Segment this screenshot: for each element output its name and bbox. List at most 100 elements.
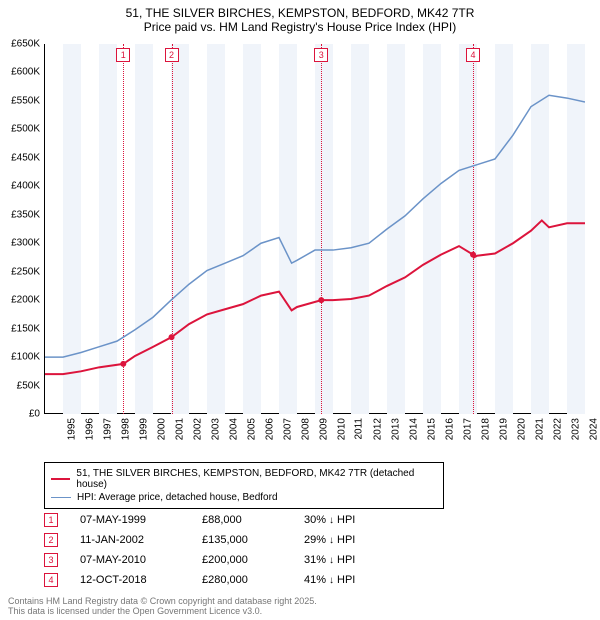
transaction-marker-box: 4 (466, 48, 480, 62)
legend-row: 51, THE SILVER BIRCHES, KEMPSTON, BEDFOR… (51, 467, 437, 491)
x-tick-label: 2011 (354, 418, 365, 440)
legend-swatch (51, 478, 70, 480)
transaction-date: 11-JAN-2002 (80, 534, 180, 546)
x-tick-label: 2006 (264, 418, 275, 440)
transaction-diff-hpi: HPI (337, 514, 355, 526)
transaction-diff-hpi: HPI (337, 554, 355, 566)
transaction-row: 3 07-MAY-2010 £200,000 31%↓HPI (44, 550, 568, 570)
transactions-table: 107-MAY-1999£88,00030%↓HPI211-JAN-2002£1… (44, 510, 568, 590)
title-line-1: 51, THE SILVER BIRCHES, KEMPSTON, BEDFOR… (8, 6, 592, 20)
title-block: 51, THE SILVER BIRCHES, KEMPSTON, BEDFOR… (0, 0, 600, 36)
transaction-index: 3 (44, 553, 58, 567)
y-tick-label: £650K (11, 39, 40, 50)
plot-svg (45, 44, 585, 414)
transaction-price: £135,000 (202, 534, 282, 546)
arrow-down-icon: ↓ (329, 555, 334, 566)
x-tick-label: 2014 (408, 418, 419, 440)
page: 51, THE SILVER BIRCHES, KEMPSTON, BEDFOR… (0, 0, 600, 620)
x-tick-label: 2001 (174, 418, 185, 440)
y-tick-label: £100K (11, 352, 40, 363)
transaction-diff-pct: 31% (304, 554, 326, 566)
y-axis-ticks: £0£50K£100K£150K£200K£250K£300K£350K£400… (0, 44, 42, 414)
y-tick-label: £450K (11, 152, 40, 163)
legend-label: HPI: Average price, detached house, Bedf… (77, 492, 278, 503)
transaction-diff-hpi: HPI (337, 534, 355, 546)
transaction-diff-pct: 41% (304, 574, 326, 586)
x-tick-label: 1995 (66, 418, 77, 440)
x-tick-label: 2023 (570, 418, 581, 440)
x-tick-label: 2015 (426, 418, 437, 440)
transaction-diff-pct: 30% (304, 514, 326, 526)
transaction-marker-box: 1 (116, 48, 130, 62)
y-tick-label: £400K (11, 181, 40, 192)
x-tick-label: 2002 (192, 418, 203, 440)
x-tick-label: 2016 (444, 418, 455, 440)
transaction-diff-pct: 29% (304, 534, 326, 546)
y-tick-label: £500K (11, 124, 40, 135)
transaction-date: 12-OCT-2018 (80, 574, 180, 586)
transaction-index: 2 (44, 533, 58, 547)
x-tick-label: 2003 (210, 418, 221, 440)
y-tick-label: £200K (11, 295, 40, 306)
transaction-diff: 31%↓HPI (304, 554, 355, 566)
series-hpi (45, 95, 585, 357)
x-tick-label: 2010 (336, 418, 347, 440)
transaction-price: £200,000 (202, 554, 282, 566)
x-tick-label: 2024 (588, 418, 599, 440)
transaction-index: 1 (44, 513, 58, 527)
x-tick-label: 2004 (228, 418, 239, 440)
transaction-date: 07-MAY-1999 (80, 514, 180, 526)
transaction-diff: 41%↓HPI (304, 574, 355, 586)
transaction-price: £88,000 (202, 514, 282, 526)
transaction-row: 1 07-MAY-1999 £88,000 30%↓HPI (44, 510, 568, 530)
x-tick-label: 1997 (102, 418, 113, 440)
transaction-diff: 29%↓HPI (304, 534, 355, 546)
y-tick-label: £150K (11, 323, 40, 334)
x-tick-label: 2022 (552, 418, 563, 440)
x-tick-label: 2012 (372, 418, 383, 440)
transaction-marker-box: 3 (314, 48, 328, 62)
transaction-date: 07-MAY-2010 (80, 554, 180, 566)
legend: 51, THE SILVER BIRCHES, KEMPSTON, BEDFOR… (44, 462, 444, 509)
x-tick-label: 1998 (120, 418, 131, 440)
y-tick-label: £0 (29, 409, 40, 420)
transaction-price: £280,000 (202, 574, 282, 586)
x-tick-label: 2018 (480, 418, 491, 440)
x-tick-label: 2019 (498, 418, 509, 440)
y-tick-label: £600K (11, 67, 40, 78)
chart-area: 1 2 3 4 (44, 44, 584, 414)
y-tick-label: £300K (11, 238, 40, 249)
x-tick-label: 2008 (300, 418, 311, 440)
x-tick-label: 2005 (246, 418, 257, 440)
series-property (45, 220, 585, 374)
legend-row: HPI: Average price, detached house, Bedf… (51, 491, 437, 504)
transaction-diff-hpi: HPI (337, 574, 355, 586)
plot: 1 2 3 4 (44, 44, 584, 414)
transaction-row: 2 11-JAN-2002 £135,000 29%↓HPI (44, 530, 568, 550)
footer-line-1: Contains HM Land Registry data © Crown c… (8, 596, 317, 606)
title-line-2: Price paid vs. HM Land Registry's House … (8, 20, 592, 34)
arrow-down-icon: ↓ (329, 515, 334, 526)
y-tick-label: £50K (17, 380, 40, 391)
arrow-down-icon: ↓ (329, 575, 334, 586)
x-tick-label: 1996 (84, 418, 95, 440)
footer-line-2: This data is licensed under the Open Gov… (8, 606, 317, 616)
legend-swatch (51, 497, 71, 498)
arrow-down-icon: ↓ (329, 535, 334, 546)
footer: Contains HM Land Registry data © Crown c… (8, 596, 317, 616)
x-tick-label: 2021 (534, 418, 545, 440)
transaction-diff: 30%↓HPI (304, 514, 355, 526)
x-tick-label: 1999 (138, 418, 149, 440)
x-tick-label: 2007 (282, 418, 293, 440)
y-tick-label: £350K (11, 209, 40, 220)
x-tick-label: 2017 (462, 418, 473, 440)
x-tick-label: 2000 (156, 418, 167, 440)
y-tick-label: £250K (11, 266, 40, 277)
y-tick-label: £550K (11, 95, 40, 106)
legend-label: 51, THE SILVER BIRCHES, KEMPSTON, BEDFOR… (76, 468, 437, 490)
transaction-row: 412-OCT-2018£280,00041%↓HPI (44, 570, 568, 590)
transaction-marker-box: 2 (165, 48, 179, 62)
x-axis-ticks: 1995 1996 1997 1998 1999 2000 2001 2002 2003 2004… (44, 416, 584, 456)
x-tick-label: 2009 (318, 418, 329, 440)
x-tick-label: 2020 (516, 418, 527, 440)
